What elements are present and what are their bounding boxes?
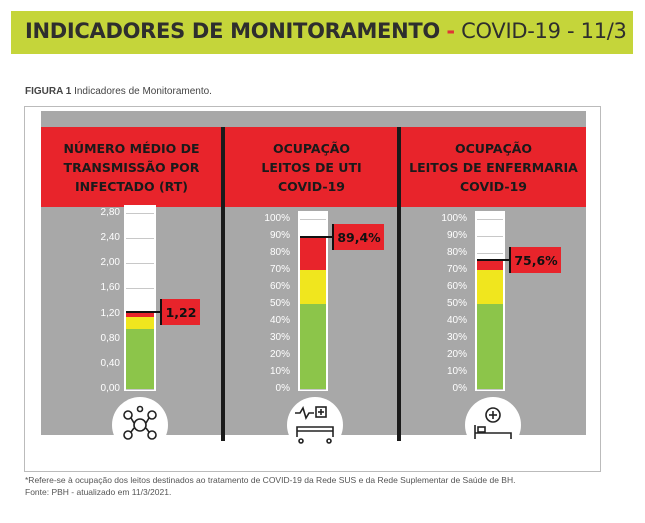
figure-caption-text: Indicadores de Monitoramento. bbox=[74, 86, 212, 97]
value-label: 75,6% bbox=[509, 247, 561, 274]
axis-tick-label: 0,40 bbox=[100, 357, 120, 369]
tube-gridline bbox=[477, 253, 503, 254]
axis-tick-label: 50% bbox=[446, 298, 467, 309]
figure-panel: NÚMERO MÉDIO DE TRANSMISSÃO POR INFECTAD… bbox=[24, 106, 601, 472]
gauge-title-rt: NÚMERO MÉDIO DE TRANSMISSÃO POR INFECTAD… bbox=[41, 127, 222, 207]
axis-tick-label: 20% bbox=[269, 349, 290, 360]
title-separator: - bbox=[446, 19, 455, 43]
value-marker bbox=[477, 259, 509, 262]
virus-network-icon bbox=[112, 397, 168, 453]
axis-tick-label: 20% bbox=[446, 349, 467, 360]
tube-gridline bbox=[126, 213, 154, 214]
axis-tick-label: 10% bbox=[269, 366, 290, 377]
axis-tick-label: 0,00 bbox=[100, 383, 120, 394]
column-divider bbox=[397, 127, 401, 441]
axis-tick-label: 100% bbox=[441, 213, 467, 224]
figure-caption: FIGURA 1 Indicadores de Monitoramento. bbox=[25, 86, 212, 97]
tube-gridline bbox=[477, 389, 503, 390]
axis-tick-label: 80% bbox=[269, 247, 290, 258]
footnote-scope: *Refere-se à ocupação dos leitos destina… bbox=[25, 475, 516, 485]
axis-tick-label: 0% bbox=[452, 383, 467, 394]
axis-tick-label: 2,00 bbox=[100, 257, 120, 269]
fill-red bbox=[477, 260, 503, 270]
title-line: COVID-19 bbox=[460, 178, 527, 194]
fill-yellow bbox=[477, 270, 503, 304]
axis-tick-label: 70% bbox=[446, 264, 467, 275]
title-line: TRANSMISSÃO POR bbox=[63, 159, 200, 175]
fill-red bbox=[126, 312, 154, 317]
title-line: LEITOS DE UTI bbox=[261, 159, 362, 175]
title-line: NÚMERO MÉDIO DE bbox=[63, 140, 200, 156]
value-marker bbox=[126, 311, 160, 314]
axis-tick-label: 0,80 bbox=[100, 332, 120, 344]
page-title: INDICADORES DE MONITORAMENTO - COVID-19 … bbox=[25, 19, 627, 43]
title-line: INFECTADO (RT) bbox=[75, 178, 188, 194]
axis-tick-label: 100% bbox=[264, 213, 290, 224]
axis-tick-label: 90% bbox=[269, 230, 290, 241]
tube-gridline bbox=[126, 389, 154, 390]
axis-tick-label: 60% bbox=[269, 281, 290, 292]
axis-tick-label: 2,80 bbox=[100, 207, 120, 218]
title-line: OCUPAÇÃO bbox=[272, 140, 351, 156]
axis-tick-label: 10% bbox=[446, 366, 467, 377]
axis-tick-label: 1,60 bbox=[100, 282, 120, 294]
title-line: LEITOS DE ENFERMARIA bbox=[409, 159, 578, 175]
title-bold: INDICADORES DE MONITORAMENTO bbox=[25, 19, 440, 43]
axis-tick-label: 50% bbox=[269, 298, 290, 309]
icu-bed-icon bbox=[287, 397, 343, 453]
axis-tick-label: 1,20 bbox=[100, 307, 120, 319]
tube-gridline bbox=[126, 238, 154, 239]
ward-bed-icon bbox=[465, 397, 521, 453]
header-banner: INDICADORES DE MONITORAMENTO - COVID-19 … bbox=[11, 11, 633, 54]
title-line: COVID-19 bbox=[278, 178, 345, 194]
axis-tick-label: 40% bbox=[269, 315, 290, 326]
figure-label: FIGURA 1 bbox=[25, 86, 72, 97]
tube-gridline bbox=[477, 236, 503, 237]
title-line: OCUPAÇÃO bbox=[454, 140, 533, 156]
axis-tick-label: 2,40 bbox=[100, 232, 120, 244]
tube-gridline bbox=[126, 263, 154, 264]
axis-tick-label: 30% bbox=[446, 332, 467, 343]
fill-yellow bbox=[300, 270, 326, 304]
axis-tick-label: 0% bbox=[275, 383, 290, 394]
fill-green bbox=[126, 329, 154, 389]
tube-gridline bbox=[300, 219, 326, 220]
axis-tick-label: 80% bbox=[446, 247, 467, 258]
tube-gridline bbox=[477, 219, 503, 220]
value-label: 1,22 bbox=[160, 299, 200, 326]
value-label: 89,4% bbox=[332, 224, 384, 251]
tube-gridline bbox=[126, 288, 154, 289]
gauge-title-uti: OCUPAÇÃO LEITOS DE UTI COVID-19 bbox=[225, 127, 398, 207]
fill-green bbox=[477, 304, 503, 389]
footnote-source: Fonte: PBH - atualizado em 11/3/2021. bbox=[25, 487, 172, 497]
axis-tick-label: 40% bbox=[446, 315, 467, 326]
axis-tick-label: 30% bbox=[269, 332, 290, 343]
fill-green bbox=[300, 304, 326, 389]
axis-tick-label: 70% bbox=[269, 264, 290, 275]
column-divider bbox=[221, 127, 225, 441]
tube-gridline bbox=[300, 389, 326, 390]
gauge-title-enfermaria: OCUPAÇÃO LEITOS DE ENFERMARIA COVID-19 bbox=[401, 127, 586, 207]
value-marker bbox=[300, 236, 332, 239]
title-date: COVID-19 - 11/3 bbox=[461, 19, 627, 43]
fill-red bbox=[300, 237, 326, 270]
axis-tick-label: 90% bbox=[446, 230, 467, 241]
axis-tick-label: 60% bbox=[446, 281, 467, 292]
fill-yellow bbox=[126, 316, 154, 330]
